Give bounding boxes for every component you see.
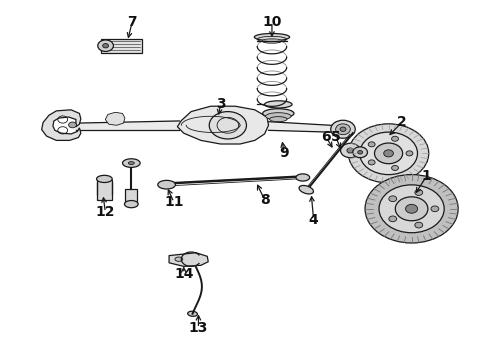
Polygon shape	[169, 253, 208, 266]
Ellipse shape	[392, 136, 398, 141]
Ellipse shape	[299, 185, 314, 194]
Ellipse shape	[98, 40, 114, 51]
Ellipse shape	[270, 117, 287, 122]
Polygon shape	[177, 106, 269, 144]
Ellipse shape	[340, 127, 346, 131]
Ellipse shape	[124, 201, 138, 208]
Ellipse shape	[379, 185, 444, 233]
Ellipse shape	[266, 113, 291, 120]
Ellipse shape	[348, 124, 429, 183]
Ellipse shape	[209, 112, 246, 139]
Text: 13: 13	[189, 321, 208, 335]
Ellipse shape	[360, 132, 417, 175]
Ellipse shape	[188, 311, 197, 316]
Ellipse shape	[368, 160, 375, 165]
Text: 14: 14	[174, 267, 194, 280]
Polygon shape	[42, 110, 81, 140]
Ellipse shape	[389, 216, 397, 222]
Bar	[125, 189, 137, 203]
Ellipse shape	[128, 162, 134, 165]
Ellipse shape	[341, 143, 360, 158]
Bar	[97, 180, 112, 200]
Ellipse shape	[347, 148, 354, 153]
Ellipse shape	[415, 190, 423, 195]
Ellipse shape	[415, 222, 423, 228]
Ellipse shape	[331, 120, 355, 138]
Text: 6: 6	[321, 130, 331, 144]
Ellipse shape	[395, 197, 428, 221]
Polygon shape	[269, 122, 343, 132]
Ellipse shape	[431, 206, 439, 212]
Ellipse shape	[384, 150, 393, 157]
Ellipse shape	[263, 109, 294, 118]
Bar	[101, 39, 142, 53]
Ellipse shape	[97, 175, 112, 183]
Text: 4: 4	[309, 213, 318, 226]
Text: 10: 10	[262, 15, 282, 28]
Ellipse shape	[262, 39, 282, 43]
Text: 3: 3	[216, 98, 225, 111]
Text: 12: 12	[96, 206, 115, 219]
Text: 11: 11	[164, 195, 184, 209]
Ellipse shape	[254, 33, 290, 41]
Ellipse shape	[374, 143, 403, 164]
Ellipse shape	[365, 175, 458, 243]
Text: 9: 9	[279, 146, 289, 160]
Ellipse shape	[69, 122, 76, 128]
Ellipse shape	[336, 124, 350, 135]
Ellipse shape	[389, 196, 397, 202]
Ellipse shape	[122, 159, 140, 167]
Ellipse shape	[296, 174, 310, 181]
Text: 2: 2	[397, 116, 407, 129]
Ellipse shape	[353, 147, 368, 158]
Ellipse shape	[265, 101, 292, 108]
Ellipse shape	[406, 151, 413, 156]
Polygon shape	[105, 112, 125, 125]
Ellipse shape	[175, 257, 183, 261]
Text: 7: 7	[127, 15, 137, 28]
Ellipse shape	[103, 44, 109, 48]
Polygon shape	[76, 121, 179, 130]
Text: 8: 8	[260, 193, 270, 207]
Text: 1: 1	[421, 170, 431, 183]
Ellipse shape	[358, 150, 363, 154]
Ellipse shape	[368, 142, 375, 147]
Ellipse shape	[392, 166, 398, 171]
Ellipse shape	[406, 204, 417, 213]
Ellipse shape	[158, 180, 175, 189]
Text: 5: 5	[331, 130, 341, 144]
